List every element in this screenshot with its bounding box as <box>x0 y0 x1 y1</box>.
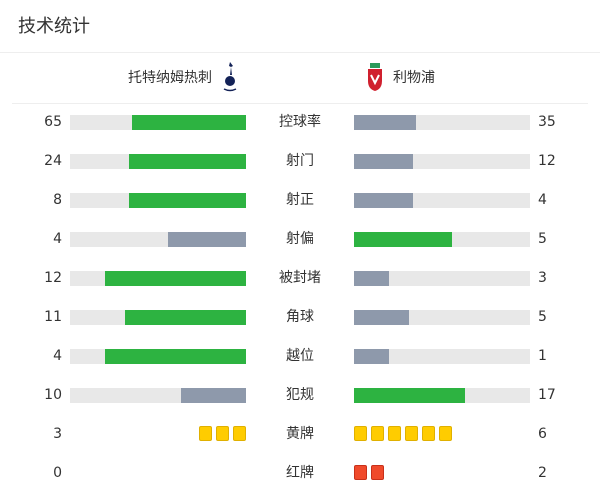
away-cards <box>354 465 384 480</box>
stat-label: 被封堵 <box>279 270 321 286</box>
red-card-icon <box>371 465 384 480</box>
home-value: 11 <box>44 309 62 325</box>
stat-label: 射门 <box>286 153 314 169</box>
card-row: 0 红牌 2 <box>0 463 600 483</box>
stat-label: 射正 <box>286 192 314 208</box>
away-bar <box>354 310 530 325</box>
home-value: 3 <box>53 426 62 442</box>
home-bar <box>70 349 246 364</box>
home-value: 0 <box>53 465 62 481</box>
stat-row: 4 越位 1 <box>0 346 600 366</box>
home-bar <box>70 232 246 247</box>
home-value: 12 <box>44 270 62 286</box>
away-bar-fill <box>354 232 452 247</box>
home-bar-fill <box>180 388 246 403</box>
away-bar <box>354 271 530 286</box>
home-value: 24 <box>44 153 62 169</box>
home-value: 10 <box>44 387 62 403</box>
stat-row: 65 控球率 35 <box>0 112 600 132</box>
away-value: 35 <box>538 114 556 130</box>
home-bar-fill <box>105 349 246 364</box>
stat-row: 4 射偏 5 <box>0 229 600 249</box>
yellow-card-icon <box>199 426 212 441</box>
tottenham-crest-icon <box>223 62 237 92</box>
stat-label: 控球率 <box>279 114 321 130</box>
away-bar <box>354 115 530 130</box>
home-bar <box>70 310 246 325</box>
home-bar-fill <box>167 232 246 247</box>
home-bar-fill <box>131 115 246 130</box>
stat-label: 犯规 <box>286 387 314 403</box>
yellow-card-icon <box>371 426 384 441</box>
home-bar-fill <box>125 310 246 325</box>
stat-row: 12 被封堵 3 <box>0 268 600 288</box>
red-card-icon <box>354 465 367 480</box>
home-bar <box>70 193 246 208</box>
yellow-card-icon <box>439 426 452 441</box>
home-bar-fill <box>105 271 246 286</box>
away-value: 4 <box>538 192 547 208</box>
away-bar-fill <box>354 349 390 364</box>
stat-row: 24 射门 12 <box>0 151 600 171</box>
away-bar <box>354 193 530 208</box>
home-team[interactable]: 托特纳姆热刺 <box>128 62 240 92</box>
home-cards <box>199 426 246 441</box>
page-title: 技术统计 <box>18 16 90 37</box>
home-bar-fill <box>128 193 246 208</box>
away-value: 5 <box>538 231 547 247</box>
home-bar <box>70 271 246 286</box>
yellow-card-icon <box>422 426 435 441</box>
home-bar <box>70 388 246 403</box>
away-cards <box>354 426 452 441</box>
yellow-card-icon <box>354 426 367 441</box>
away-bar <box>354 232 530 247</box>
away-bar <box>354 388 530 403</box>
away-bar-fill <box>354 310 409 325</box>
stat-row: 11 角球 5 <box>0 307 600 327</box>
away-team[interactable]: 利物浦 <box>365 63 435 91</box>
card-row: 3 黄牌 6 <box>0 424 600 444</box>
stat-label: 越位 <box>286 348 314 364</box>
away-value: 6 <box>538 426 547 442</box>
away-value: 1 <box>538 348 547 364</box>
home-bar-fill <box>128 154 246 169</box>
yellow-card-icon <box>405 426 418 441</box>
away-value: 2 <box>538 465 547 481</box>
away-team-name: 利物浦 <box>393 70 435 86</box>
stat-label: 射偏 <box>286 231 314 247</box>
away-value: 17 <box>538 387 556 403</box>
away-bar-fill <box>354 193 413 208</box>
stat-label: 黄牌 <box>286 426 314 442</box>
liverpool-crest-icon <box>368 63 382 91</box>
away-bar-fill <box>354 154 413 169</box>
stat-row: 10 犯规 17 <box>0 385 600 405</box>
home-value: 4 <box>53 348 62 364</box>
home-value: 65 <box>44 114 62 130</box>
home-bar <box>70 154 246 169</box>
divider <box>12 103 588 104</box>
away-bar <box>354 349 530 364</box>
away-bar <box>354 154 530 169</box>
away-bar-fill <box>354 388 465 403</box>
away-value: 3 <box>538 270 547 286</box>
stat-label: 红牌 <box>286 465 314 481</box>
stat-row: 8 射正 4 <box>0 190 600 210</box>
home-value: 4 <box>53 231 62 247</box>
home-team-name: 托特纳姆热刺 <box>128 70 212 86</box>
away-bar-fill <box>354 115 416 130</box>
yellow-card-icon <box>233 426 246 441</box>
home-value: 8 <box>53 192 62 208</box>
home-bar <box>70 115 246 130</box>
away-bar-fill <box>354 271 390 286</box>
yellow-card-icon <box>388 426 401 441</box>
yellow-card-icon <box>216 426 229 441</box>
away-value: 5 <box>538 309 547 325</box>
away-value: 12 <box>538 153 556 169</box>
stat-label: 角球 <box>286 309 314 325</box>
divider <box>0 52 600 53</box>
